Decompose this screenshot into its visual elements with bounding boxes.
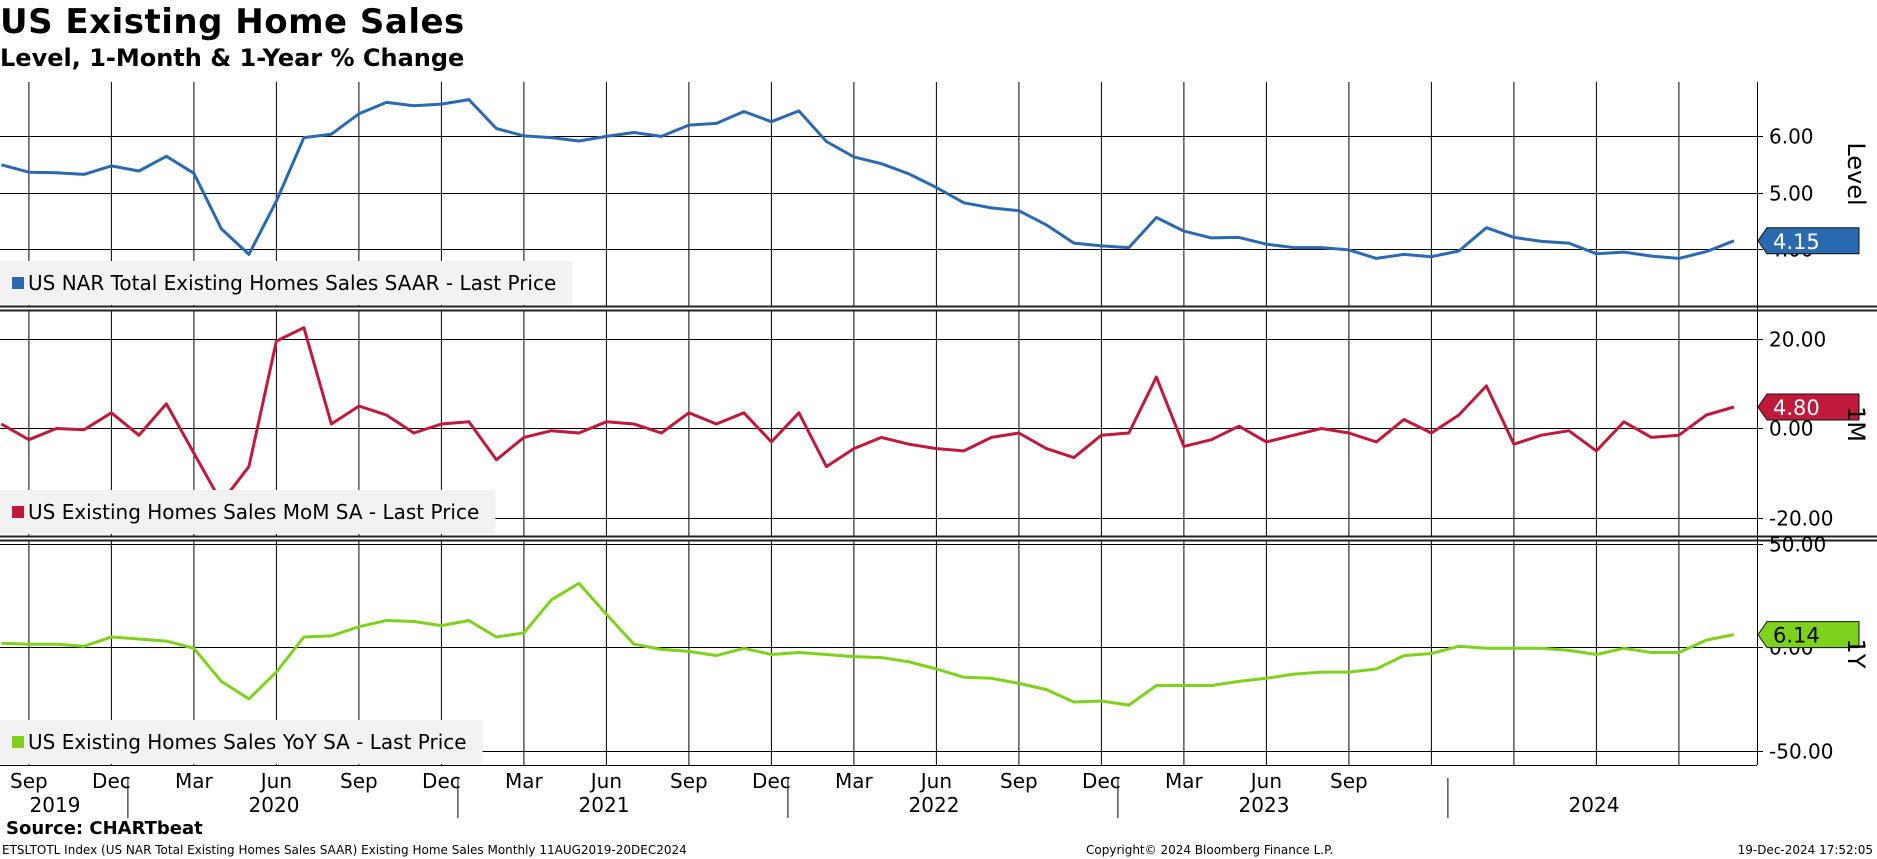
yoy-legend: US Existing Homes Sales YoY SA - Last Pr… xyxy=(0,720,483,764)
x-year-label: 2019 xyxy=(30,793,81,817)
legends: US NAR Total Existing Homes Sales SAAR -… xyxy=(0,261,573,764)
level-legend: US NAR Total Existing Homes Sales SAAR -… xyxy=(0,261,573,305)
x-month-label: Sep xyxy=(1000,769,1038,793)
x-year-label: 2020 xyxy=(249,793,300,817)
yoy-legend-swatch xyxy=(12,736,24,748)
series-lines xyxy=(0,98,1735,707)
x-month-label: Mar xyxy=(505,769,544,793)
mom-legend-box xyxy=(0,490,496,534)
footer-ticker-description: ETSLTOTL Index (US NAR Total Existing Ho… xyxy=(2,843,687,857)
x-month-label: Sep xyxy=(670,769,708,793)
panel-separator-gap xyxy=(0,536,1877,541)
x-month-label: Dec xyxy=(752,769,791,793)
panel-separator-gap xyxy=(0,306,1877,311)
x-month-label: Jun xyxy=(589,769,622,793)
yoy-legend-box xyxy=(0,720,483,764)
level-last-value-label: 4.15 xyxy=(1773,230,1820,254)
gridlines xyxy=(0,82,1763,765)
y-tick-label: -20.00 xyxy=(1769,507,1833,531)
mom-last-value-tag: 4.80 xyxy=(1757,393,1860,421)
level-legend-swatch xyxy=(12,277,24,289)
x-month-label: Dec xyxy=(422,769,461,793)
footer-timestamp: 19-Dec-2024 17:52:05 xyxy=(1737,843,1873,857)
yoy-last-value-tag: 6.14 xyxy=(1757,621,1860,649)
x-month-label: Sep xyxy=(10,769,48,793)
mom-legend: US Existing Homes Sales MoM SA - Last Pr… xyxy=(0,490,496,534)
y-tick-label: -50.00 xyxy=(1769,740,1833,764)
x-month-label: Sep xyxy=(1330,769,1368,793)
mom-legend-swatch xyxy=(12,506,24,518)
chart-title: US Existing Home Sales xyxy=(0,2,465,42)
x-month-label: Mar xyxy=(175,769,214,793)
mom-axis-label: 1M xyxy=(1842,406,1870,442)
x-month-label: Dec xyxy=(1082,769,1121,793)
y-tick-label: 50.00 xyxy=(1769,533,1826,557)
yoy-series-line xyxy=(1,581,1735,707)
x-month-label: Jun xyxy=(919,769,952,793)
y-tick-label: 6.00 xyxy=(1769,125,1814,149)
level-axis-label: Level xyxy=(1842,142,1870,205)
level-series-line xyxy=(1,98,1735,260)
level-legend-label: US NAR Total Existing Homes Sales SAAR -… xyxy=(28,271,556,295)
footer-copyright: Copyright© 2024 Bloomberg Finance L.P. xyxy=(1086,843,1334,857)
x-year-label: 2021 xyxy=(579,793,630,817)
x-year-label: 2024 xyxy=(1569,793,1620,817)
x-year-label: 2023 xyxy=(1239,793,1290,817)
mom-last-value-label: 4.80 xyxy=(1773,396,1820,420)
yoy-legend-label: US Existing Homes Sales YoY SA - Last Pr… xyxy=(28,730,467,754)
x-month-label: Sep xyxy=(340,769,378,793)
x-month-label: Mar xyxy=(1165,769,1204,793)
panel-separators xyxy=(0,305,1877,542)
level-legend-box xyxy=(0,261,573,305)
y-tick-label: 20.00 xyxy=(1769,328,1826,352)
level-last-value-tag: 4.15 xyxy=(1757,227,1860,255)
x-month-label: Jun xyxy=(1249,769,1282,793)
yoy-axis-label: 1Y xyxy=(1842,639,1870,669)
source-note: Source: CHARTbeat xyxy=(6,818,203,839)
x-year-label: 2022 xyxy=(909,793,960,817)
x-month-label: Dec xyxy=(92,769,131,793)
yoy-last-value-label: 6.14 xyxy=(1773,624,1820,648)
x-month-label: Jun xyxy=(259,769,292,793)
mom-legend-label: US Existing Homes Sales MoM SA - Last Pr… xyxy=(28,500,479,524)
x-month-label: Mar xyxy=(835,769,874,793)
y-tick-label: 0.00 xyxy=(1769,417,1814,441)
mom-series-line xyxy=(0,326,1735,504)
y-tick-label: 5.00 xyxy=(1769,182,1814,206)
chart-subtitle: Level, 1-Month & 1-Year % Change xyxy=(0,44,465,72)
axes: 6.005.004.004.15Level20.000.00-20.004.80… xyxy=(0,82,1870,818)
